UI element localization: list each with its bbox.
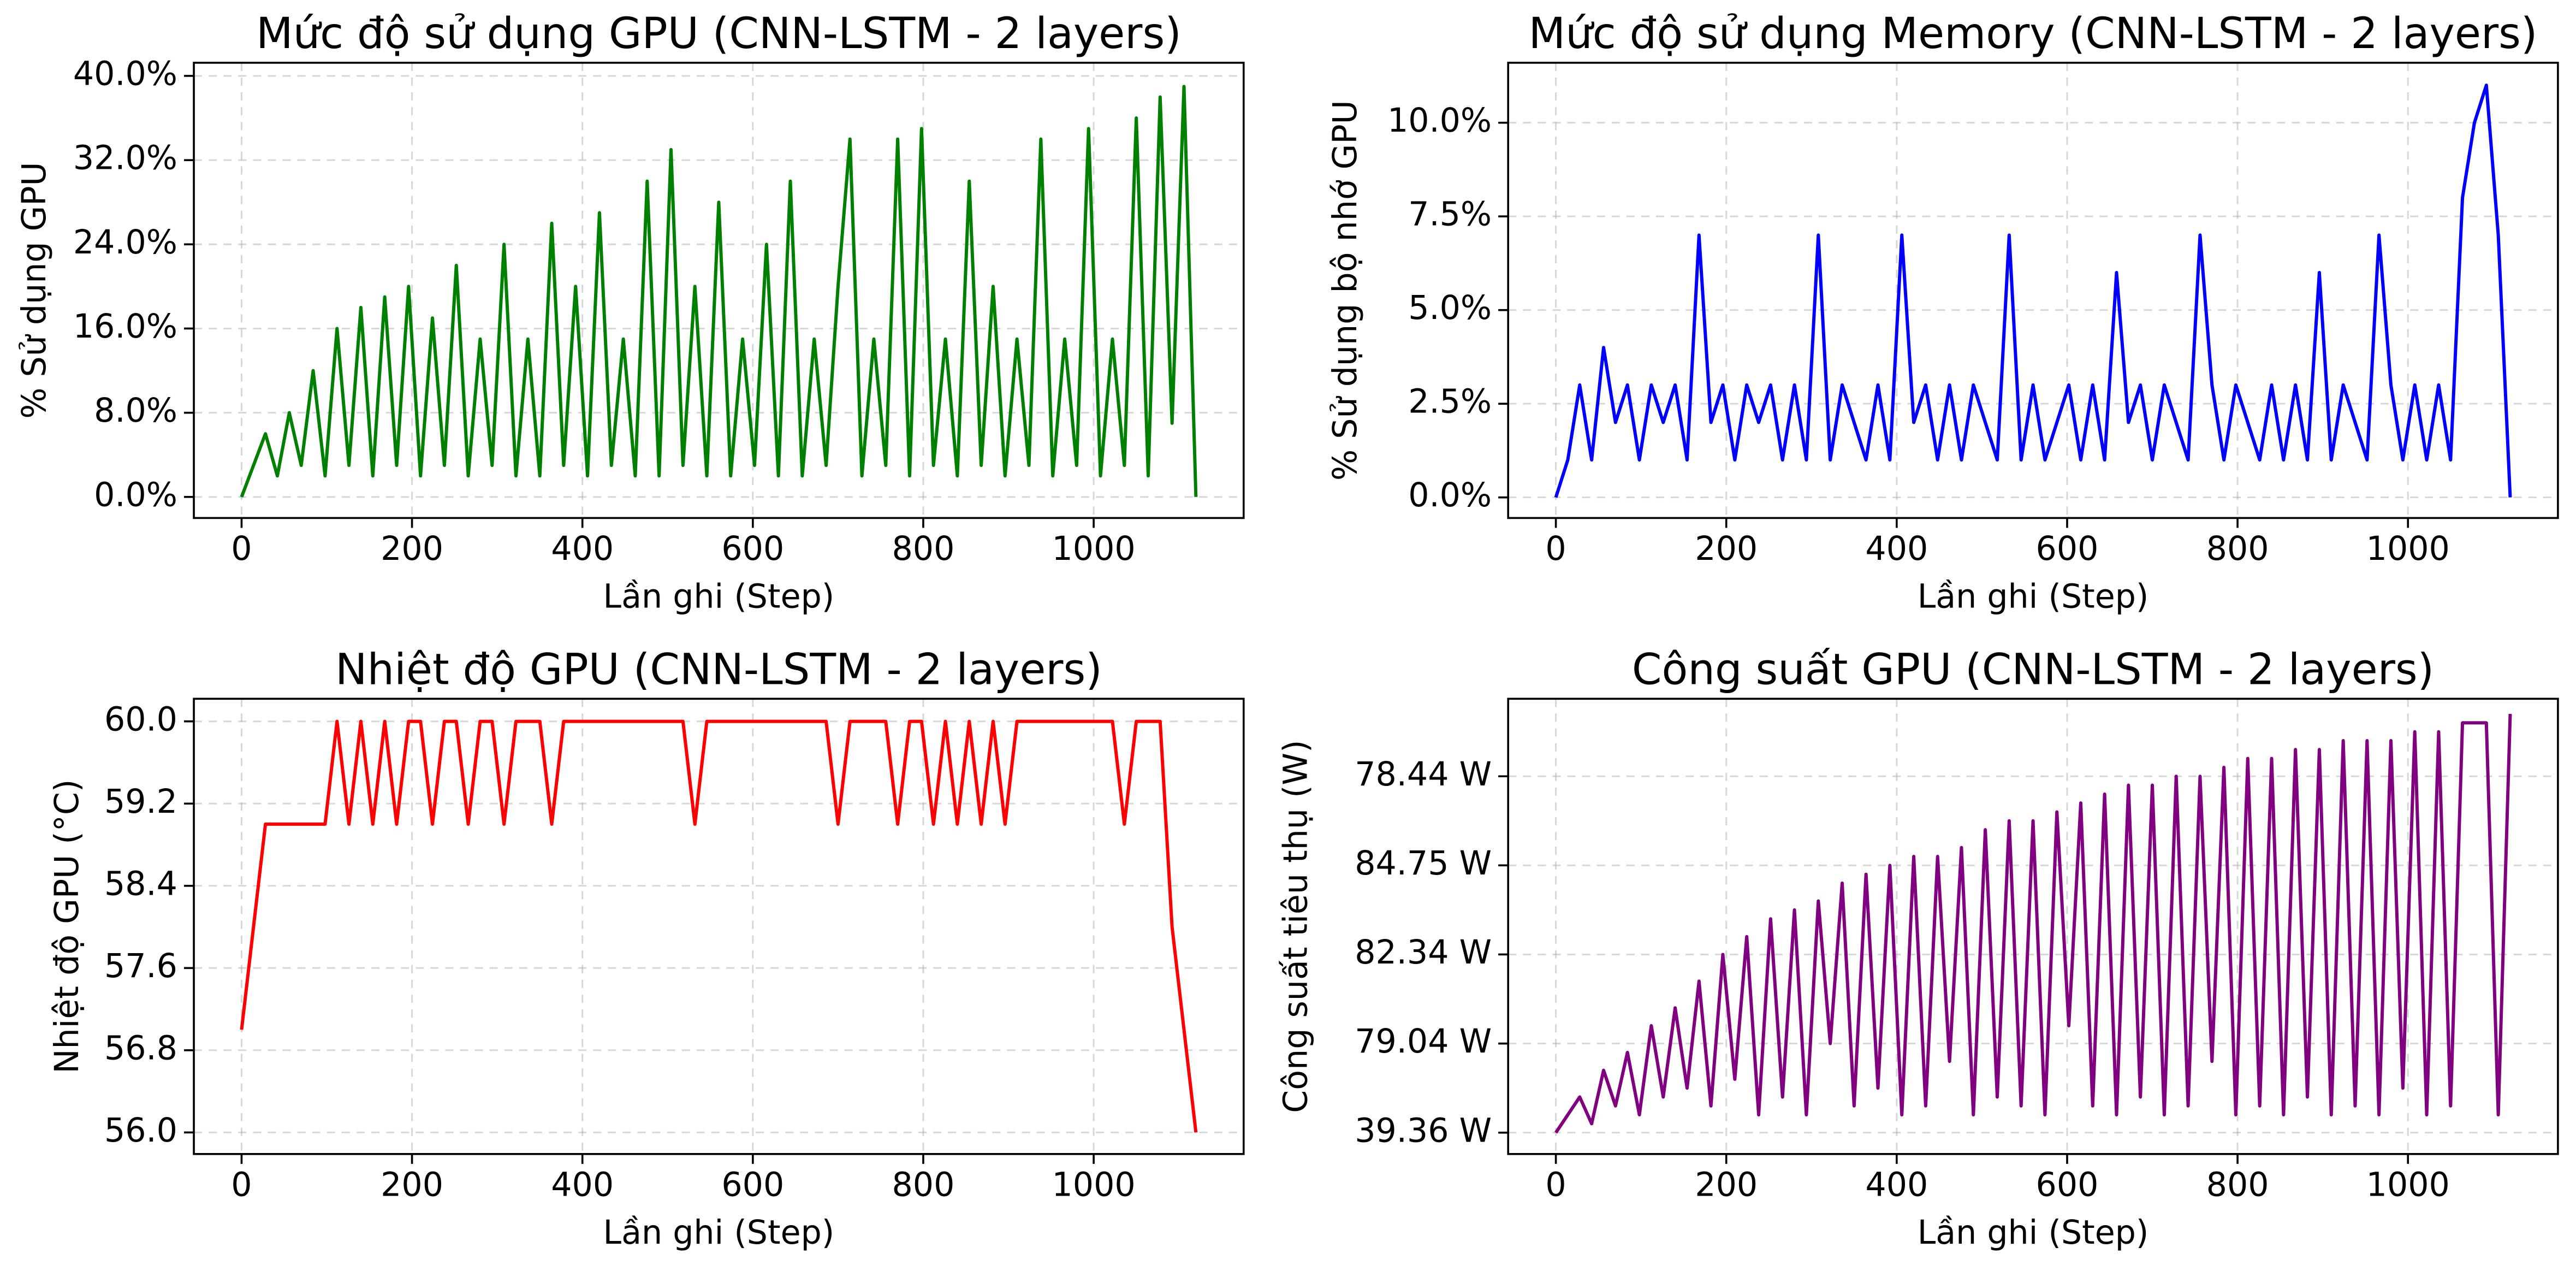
- y-tick-label: 7.5%: [1408, 196, 1492, 234]
- y-tick-label: 32.0%: [73, 139, 177, 178]
- x-axis-label: Lần ghi (Step): [603, 577, 835, 616]
- y-tick-label: 2.5%: [1408, 383, 1492, 421]
- y-tick-label: 24.0%: [73, 223, 177, 262]
- x-tick-label: 800: [892, 1166, 955, 1204]
- plot-frame: [193, 697, 1245, 1155]
- y-tick-label: 16.0%: [73, 308, 177, 346]
- x-axis-label: Lần ghi (Step): [1918, 577, 2149, 616]
- x-tick-label: 400: [551, 1166, 614, 1204]
- x-tick-label: 200: [1695, 530, 1758, 568]
- x-tick-label: 800: [2206, 1166, 2269, 1204]
- data-line: [1554, 713, 2512, 1134]
- chart-title: Công suất GPU (CNN-LSTM - 2 layers): [1632, 645, 2434, 695]
- x-tick-label: 200: [381, 1166, 443, 1204]
- chart-title: Mức độ sử dụng Memory (CNN-LSTM - 2 laye…: [1529, 9, 2538, 58]
- y-tick-label: 5.0%: [1408, 289, 1492, 327]
- x-axis-label: Lần ghi (Step): [1918, 1214, 2149, 1252]
- y-axis-label: Công suất tiêu thụ (W): [1277, 740, 1315, 1113]
- x-tick-label: 1000: [1052, 530, 1136, 568]
- x-tick-label: 400: [551, 530, 614, 568]
- x-tick-label: 600: [721, 530, 784, 568]
- x-tick-label: 0: [231, 530, 252, 568]
- y-tick-label: 84.75 W: [1355, 844, 1492, 883]
- plot-frame: [1507, 62, 2559, 519]
- y-axis-label: % Sử dụng GPU: [15, 162, 54, 418]
- y-tick-label: 60.0: [104, 700, 177, 738]
- y-tick-label: 56.0: [104, 1112, 177, 1150]
- y-tick-label: 82.34 W: [1355, 933, 1492, 972]
- data-line: [240, 85, 1198, 498]
- chart-title: Mức độ sử dụng GPU (CNN-LSTM - 2 layers): [256, 9, 1182, 58]
- y-tick-label: 78.44 W: [1355, 755, 1492, 794]
- x-tick-label: 200: [381, 530, 443, 568]
- x-tick-label: 0: [1545, 530, 1566, 568]
- y-tick-label: 58.4: [104, 865, 177, 903]
- x-tick-label: 0: [231, 1166, 252, 1204]
- x-tick-label: 1000: [2366, 530, 2450, 568]
- x-tick-label: 1000: [2366, 1166, 2450, 1204]
- x-axis-label: Lần ghi (Step): [603, 1214, 835, 1252]
- x-tick-label: 800: [892, 530, 955, 568]
- x-tick-label: 800: [2206, 530, 2269, 568]
- y-tick-label: 56.8: [104, 1029, 177, 1067]
- y-tick-label: 79.04 W: [1355, 1022, 1492, 1061]
- x-tick-label: 200: [1695, 1166, 1758, 1204]
- x-tick-label: 600: [2036, 1166, 2099, 1204]
- plot-frame: [1507, 697, 2559, 1155]
- y-tick-label: 59.2: [104, 783, 177, 821]
- y-tick-label: 10.0%: [1387, 102, 1492, 140]
- y-tick-label: 39.36 W: [1355, 1112, 1492, 1150]
- x-tick-label: 600: [2036, 530, 2099, 568]
- x-tick-label: 400: [1865, 1166, 1928, 1204]
- y-tick-label: 0.0%: [94, 476, 177, 514]
- y-axis-label: % Sử dụng bộ nhớ GPU: [1326, 100, 1364, 481]
- y-tick-label: 57.6: [104, 947, 177, 985]
- chart-title: Nhiệt độ GPU (CNN-LSTM - 2 layers): [335, 645, 1102, 695]
- y-tick-label: 40.0%: [73, 55, 177, 93]
- data-line: [1554, 84, 2512, 498]
- x-tick-label: 400: [1865, 530, 1928, 568]
- x-tick-label: 1000: [1052, 1166, 1136, 1204]
- data-line: [240, 719, 1198, 1133]
- y-tick-label: 0.0%: [1408, 476, 1492, 515]
- y-tick-label: 8.0%: [94, 392, 177, 430]
- plot-frame: [193, 62, 1245, 519]
- x-tick-label: 0: [1545, 1166, 1566, 1204]
- x-tick-label: 600: [721, 1166, 784, 1204]
- y-axis-label: Nhiệt độ GPU (°C): [48, 779, 86, 1074]
